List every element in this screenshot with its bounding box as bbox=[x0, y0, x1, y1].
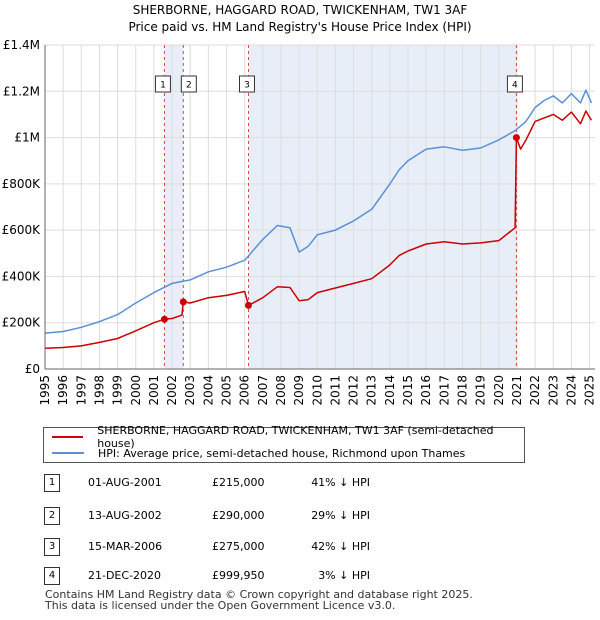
transaction-number: 1 bbox=[44, 474, 60, 492]
x-tick-label: 2021 bbox=[510, 375, 524, 406]
x-tick-label: 1995 bbox=[38, 375, 52, 406]
hpi-series-line bbox=[44, 89, 593, 334]
x-tick-label: 1999 bbox=[111, 375, 125, 406]
x-tick-label: 2015 bbox=[401, 375, 415, 406]
x-tick-label: 2014 bbox=[383, 375, 397, 406]
x-tick-label: 2007 bbox=[256, 375, 270, 406]
sale-number-label: 2 bbox=[186, 81, 192, 91]
transaction-number: 2 bbox=[44, 507, 60, 525]
sale-point bbox=[512, 134, 520, 142]
x-tick-label: 2009 bbox=[292, 375, 306, 406]
x-tick-label: 1996 bbox=[56, 375, 70, 406]
legend-label-property: SHERBORNE, HAGGARD ROAD, TWICKENHAM, TW1… bbox=[97, 424, 494, 450]
chart-title: SHERBORNE, HAGGARD ROAD, TWICKENHAM, TW1… bbox=[133, 3, 468, 17]
x-tick-label: 2006 bbox=[238, 375, 252, 406]
transaction-number: 4 bbox=[44, 567, 60, 585]
x-tick-label: 2020 bbox=[492, 375, 506, 406]
sale-number-label: 3 bbox=[244, 81, 250, 91]
y-tick-label: £1.2M bbox=[3, 84, 40, 98]
sale-point bbox=[160, 315, 168, 323]
sale-point bbox=[179, 298, 187, 306]
footer-licence: This data is licensed under the Open Gov… bbox=[45, 599, 396, 612]
price-chart: SHERBORNE, HAGGARD ROAD, TWICKENHAM, TW1… bbox=[2, 3, 597, 406]
x-tick-label: 2005 bbox=[220, 375, 234, 406]
x-tick-label: 2013 bbox=[365, 375, 379, 406]
transaction-hpi-diff: 29% ↓ HPI bbox=[311, 509, 370, 522]
transaction-number: 3 bbox=[44, 538, 60, 556]
shaded-period bbox=[164, 45, 184, 369]
transaction-hpi-diff: 42% ↓ HPI bbox=[311, 540, 370, 553]
y-tick-label: £1M bbox=[14, 131, 40, 145]
legend-item-property: SHERBORNE, HAGGARD ROAD, TWICKENHAM, TW1… bbox=[52, 424, 524, 450]
sale-number-box bbox=[238, 75, 255, 93]
x-tick-label: 1998 bbox=[92, 375, 106, 406]
legend-label-hpi: HPI: Average price, semi-detached house,… bbox=[98, 446, 466, 460]
transaction-price: £215,000 bbox=[212, 476, 265, 489]
x-tick-label: 2012 bbox=[347, 375, 361, 406]
legend-swatch-property bbox=[52, 436, 84, 438]
sale-point bbox=[244, 301, 252, 309]
x-tick-label: 2011 bbox=[328, 375, 342, 406]
y-tick-label: £600K bbox=[2, 223, 42, 237]
x-tick-label: 2023 bbox=[546, 375, 560, 406]
x-tick-label: 2004 bbox=[201, 375, 215, 406]
x-tick-label: 2001 bbox=[147, 375, 161, 406]
sale-number-box bbox=[154, 75, 171, 93]
transaction-price: £999,950 bbox=[212, 569, 265, 582]
legend-item-hpi: HPI: Average price, semi-detached house,… bbox=[52, 445, 465, 461]
x-tick-label: 2019 bbox=[474, 375, 488, 406]
legend: SHERBORNE, HAGGARD ROAD, TWICKENHAM, TW1… bbox=[43, 424, 525, 463]
shaded-period bbox=[248, 45, 517, 369]
chart-subtitle: Price paid vs. HM Land Registry's House … bbox=[128, 20, 471, 34]
x-tick-label: 2016 bbox=[419, 375, 433, 406]
transaction-date: 21-DEC-2020 bbox=[88, 569, 162, 582]
x-tick-label: 2000 bbox=[129, 375, 143, 406]
y-tick-label: £400K bbox=[2, 269, 42, 283]
x-tick-label: 2002 bbox=[165, 375, 179, 406]
y-tick-label: £200K bbox=[2, 316, 42, 330]
y-tick-label: £0 bbox=[25, 362, 40, 376]
sale-number-label: 4 bbox=[512, 81, 518, 91]
x-tick-label: 2010 bbox=[310, 375, 324, 406]
x-tick-label: 2017 bbox=[437, 375, 451, 406]
x-tick-label: 2018 bbox=[455, 375, 469, 406]
x-tick-label: 2025 bbox=[583, 375, 597, 406]
transaction-date: 13-AUG-2002 bbox=[88, 509, 162, 522]
sale-number-box bbox=[506, 75, 523, 93]
transaction-date: 01-AUG-2001 bbox=[88, 476, 162, 489]
transaction-date: 15-MAR-2006 bbox=[88, 540, 163, 553]
sale-number-label: 1 bbox=[160, 81, 166, 91]
transaction-hpi-diff: 41% ↓ HPI bbox=[311, 476, 370, 489]
y-tick-label: £1.4M bbox=[3, 38, 40, 52]
transaction-hpi-diff: 3% ↓ HPI bbox=[318, 569, 370, 582]
transaction-price: £275,000 bbox=[212, 540, 265, 553]
legend-swatch-hpi bbox=[52, 452, 84, 454]
transaction-price: £290,000 bbox=[212, 509, 265, 522]
x-tick-label: 2003 bbox=[183, 375, 197, 406]
x-tick-label: 2008 bbox=[274, 375, 288, 406]
y-tick-label: £800K bbox=[2, 177, 42, 191]
x-tick-label: 2022 bbox=[528, 375, 542, 406]
x-tick-label: 2024 bbox=[564, 375, 578, 406]
x-tick-label: 1997 bbox=[74, 375, 88, 406]
footer: Contains HM Land Registry data © Crown c… bbox=[45, 589, 473, 611]
sale-number-box bbox=[180, 75, 197, 93]
footer-copyright: Contains HM Land Registry data © Crown c… bbox=[45, 588, 473, 601]
